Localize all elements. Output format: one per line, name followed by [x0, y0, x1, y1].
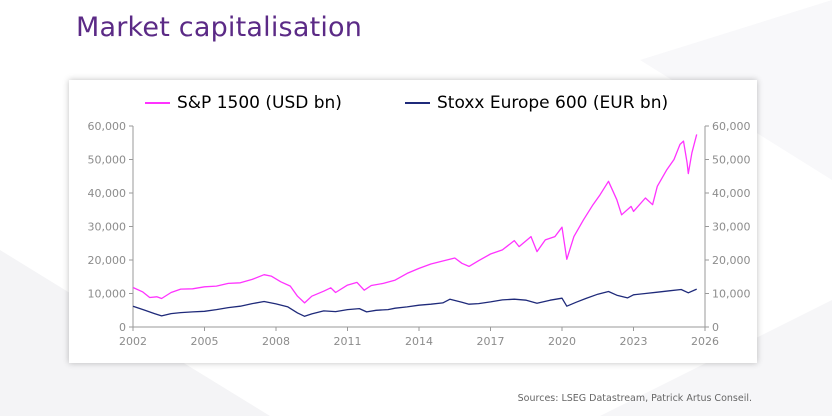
y-tick-label-left: 60,000: [88, 120, 127, 133]
x-tick-label: 2023: [620, 335, 648, 348]
legend-label-stoxx600: Stoxx Europe 600 (EUR bn): [437, 93, 669, 113]
y-tick-label-right: 60,000: [712, 120, 751, 133]
x-tick-label: 2008: [262, 335, 290, 348]
y-tick-label-right: 30,000: [712, 221, 751, 234]
y-tick-label-left: 20,000: [88, 254, 127, 267]
chart-panel: 0 10,000 20,000 30,000 40,000 50,000 60,000 0 10…: [69, 80, 757, 363]
source-note: Sources: LSEG Datastream, Patrick Artus …: [517, 393, 752, 404]
chart-legend: S&P 1500 (USD bn) Stoxx Europe 600 (EUR …: [69, 80, 757, 120]
y-tick-label-left: 10,000: [88, 288, 127, 301]
x-tick-label: 2017: [477, 335, 505, 348]
y-tick-label-left: 50,000: [88, 154, 127, 167]
legend-swatch-sp1500: [145, 102, 170, 104]
x-tick-label: 2002: [119, 335, 147, 348]
line-chart: 0 10,000 20,000 30,000 40,000 50,000 60,000 0 10…: [88, 120, 751, 348]
y-tick-label-right: 10,000: [712, 288, 751, 301]
y-tick-label-right: 40,000: [712, 187, 751, 200]
y-tick-label-right: 50,000: [712, 154, 751, 167]
series-line-sp1500: [132, 134, 698, 304]
x-tick-label: 2005: [191, 335, 219, 348]
x-tick-label: 2020: [548, 335, 576, 348]
x-tick-label: 2011: [334, 335, 362, 348]
y-tick-label-right: 0: [712, 321, 719, 334]
x-tick-label: 2026: [691, 335, 719, 348]
slide-title: Market capitalisation: [76, 12, 363, 43]
y-tick-label-left: 0: [119, 321, 126, 334]
y-tick-label-right: 20,000: [712, 254, 751, 267]
legend-swatch-stoxx600: [405, 102, 430, 104]
y-tick-label-left: 30,000: [88, 221, 127, 234]
x-tick-label: 2014: [405, 335, 433, 348]
series-line-stoxx600: [132, 288, 697, 317]
legend-label-sp1500: S&P 1500 (USD bn): [177, 93, 342, 113]
y-tick-label-left: 40,000: [88, 187, 127, 200]
